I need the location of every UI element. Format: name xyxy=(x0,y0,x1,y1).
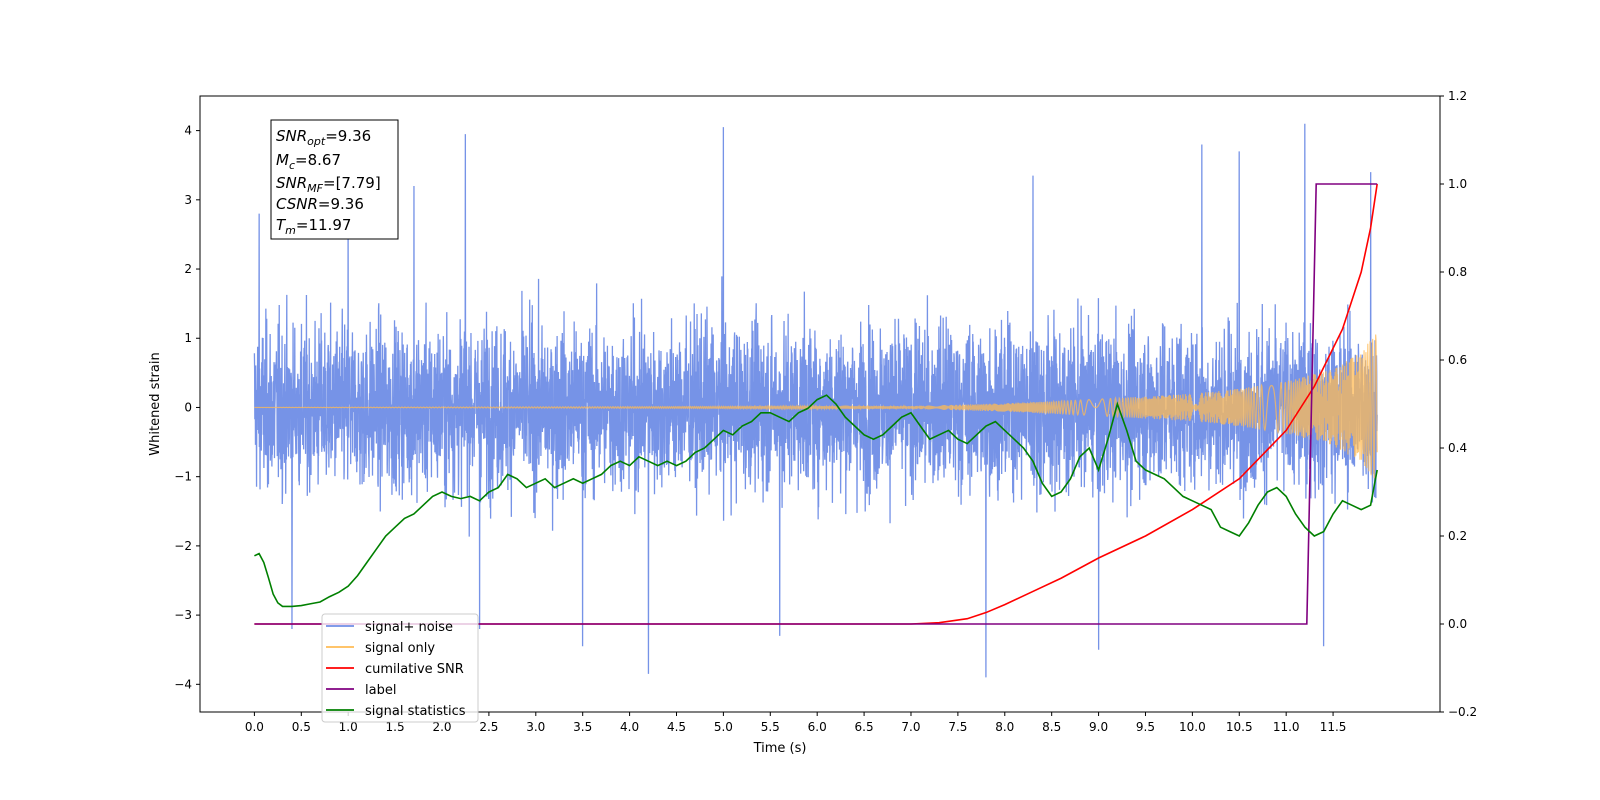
y2-tick-label: −0.2 xyxy=(1448,705,1477,719)
x-tick-label: 9.0 xyxy=(1089,720,1108,734)
y2-tick-label: 0.2 xyxy=(1448,529,1467,543)
x-tick-label: 3.5 xyxy=(573,720,592,734)
y-tick-label: −4 xyxy=(174,677,192,691)
x-tick-label: 8.0 xyxy=(995,720,1014,734)
legend-entry-label: cumilative SNR xyxy=(365,662,464,677)
legend-frame xyxy=(321,613,479,723)
y2-tick-label: 1.2 xyxy=(1448,89,1467,103)
legend-entry-label: signal only xyxy=(365,641,435,656)
y-tick-label: 2 xyxy=(184,262,192,276)
series-signal-statistics xyxy=(254,394,1378,608)
annotation-line: Mc=8.67 xyxy=(276,151,341,172)
y-tick-label: −1 xyxy=(174,470,192,484)
x-tick-label: 11.0 xyxy=(1273,720,1300,734)
y-tick-label: 4 xyxy=(184,124,192,138)
y-tick-label: 3 xyxy=(184,193,192,207)
x-tick-label: 6.0 xyxy=(808,720,827,734)
x-tick-label: 3.0 xyxy=(526,720,545,734)
x-tick-label: 10.0 xyxy=(1179,720,1206,734)
series-signal-only xyxy=(254,334,1378,479)
x-tick-label: 8.5 xyxy=(1042,720,1061,734)
x-tick-label: 0.0 xyxy=(245,720,264,734)
x-tick-label: 5.5 xyxy=(761,720,780,734)
legend-entry-label: label xyxy=(365,683,396,698)
series-label xyxy=(254,183,1378,625)
x-tick-label: 10.5 xyxy=(1226,720,1253,734)
legend-entry-label: signal+ noise xyxy=(365,620,453,635)
plot-area xyxy=(253,123,1378,678)
annotation-line: SNRopt=9.36 xyxy=(276,127,371,148)
annotation-line: CSNR=9.36 xyxy=(276,195,364,213)
y2-tick-label: 0.0 xyxy=(1448,617,1467,631)
y-tick-label: 0 xyxy=(184,400,192,414)
legend: signal+ noise signal only cumilative SNR la… xyxy=(321,613,479,723)
x-tick-label: 2.0 xyxy=(432,720,451,734)
x-tick-label: 9.5 xyxy=(1136,720,1155,734)
y-tick-label: −2 xyxy=(174,539,192,553)
y-tick-label: −3 xyxy=(174,608,192,622)
x-tick-label: 7.0 xyxy=(901,720,920,734)
y2-tick-label: 0.4 xyxy=(1448,441,1467,455)
x-tick-label: 2.5 xyxy=(479,720,498,734)
annotation-frame xyxy=(270,119,399,240)
x-tick-label: 4.0 xyxy=(620,720,639,734)
x-tick-label: 7.5 xyxy=(948,720,967,734)
x-tick-label: 11.5 xyxy=(1320,720,1347,734)
x-tick-label: 0.5 xyxy=(292,720,311,734)
y-axis-label: Whitened strain xyxy=(148,352,163,455)
legend-entry-label: signal statistics xyxy=(365,704,466,719)
annotation-line: SNRMF=[7.79] xyxy=(276,174,381,195)
x-tick-label: 5.0 xyxy=(714,720,733,734)
x-tick-label: 1.5 xyxy=(386,720,405,734)
x-axis-label: Time (s) xyxy=(753,741,807,756)
x-tick-label: 1.0 xyxy=(339,720,358,734)
axis-ticks: 0.0 0.5 1.0 1.5 2.0 2.5 3.0 3.5 4.0 4.5 5.0 5.5 6.0 6… xyxy=(174,89,1477,734)
y-tick-label: 1 xyxy=(184,331,192,345)
x-tick-label: 4.5 xyxy=(667,720,686,734)
x-tick-label: 6.5 xyxy=(855,720,874,734)
y2-tick-label: 0.8 xyxy=(1448,265,1467,279)
y2-tick-label: 0.6 xyxy=(1448,353,1467,367)
axes-frame xyxy=(199,95,1441,713)
annotation-line: Tm=11.97 xyxy=(276,216,351,237)
y2-tick-label: 1.0 xyxy=(1448,177,1467,191)
series-cumulative-snr xyxy=(254,183,1378,625)
